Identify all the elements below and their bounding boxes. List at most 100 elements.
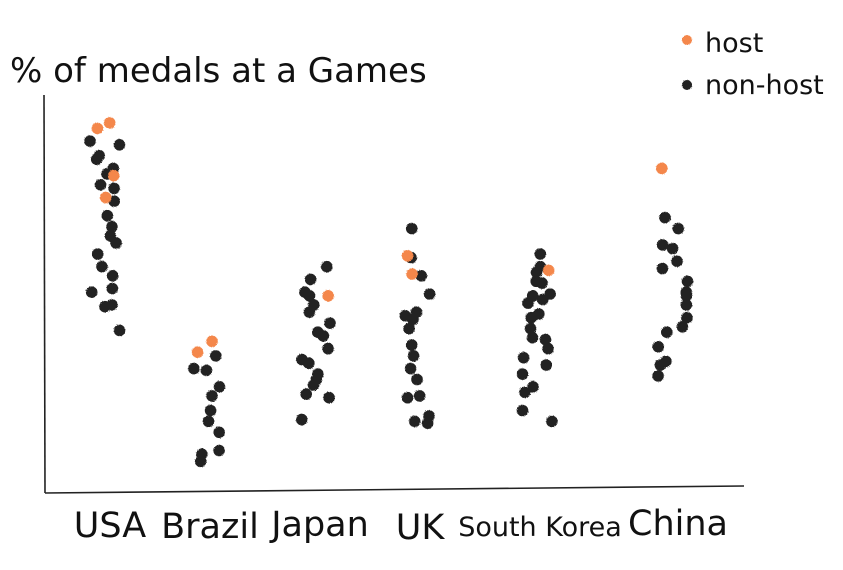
non-host-point-china bbox=[652, 340, 665, 353]
non-host-point-japan bbox=[304, 273, 317, 286]
non-host-point-usa bbox=[106, 269, 119, 282]
host-point-usa bbox=[99, 191, 112, 204]
non-host-point-brazil bbox=[213, 380, 226, 393]
legend: host non-host bbox=[682, 28, 824, 101]
non-host-point-brazil bbox=[188, 362, 200, 375]
non-host-point-japan bbox=[295, 413, 308, 426]
non-host-point-uk bbox=[411, 373, 423, 386]
non-host-point-brazil bbox=[210, 350, 222, 362]
non-host-point-japan bbox=[324, 317, 336, 329]
non-host-point-china bbox=[654, 359, 667, 371]
non-host-point-uk bbox=[401, 391, 414, 404]
non-host-point-usa bbox=[91, 248, 104, 260]
non-host-point-usa bbox=[90, 153, 103, 166]
non-host-point-japan bbox=[303, 306, 316, 318]
non-host-point-brazil bbox=[200, 364, 213, 377]
non-host-point-china bbox=[676, 320, 689, 333]
host-point-brazil bbox=[206, 335, 218, 348]
non-host-point-uk bbox=[403, 322, 415, 335]
non-host-point-china bbox=[671, 255, 683, 267]
non-host-point-china bbox=[666, 242, 679, 255]
non-host-point-usa bbox=[99, 300, 111, 313]
non-host-point-south-korea bbox=[540, 359, 552, 371]
host-point-usa bbox=[91, 122, 104, 135]
non-host-point-japan bbox=[320, 260, 333, 273]
non-host-point-brazil bbox=[213, 426, 225, 439]
non-host-point-china bbox=[680, 299, 693, 311]
host-point-usa bbox=[103, 117, 116, 129]
x-tick-usa: USA bbox=[74, 506, 146, 546]
non-host-point-usa bbox=[94, 179, 107, 191]
host-point-uk bbox=[401, 250, 414, 262]
x-tick-uk: UK bbox=[396, 508, 446, 548]
non-host-point-usa bbox=[113, 324, 126, 337]
non-host-point-brazil bbox=[213, 444, 225, 457]
non-host-point-south-korea bbox=[517, 351, 530, 364]
non-host-point-uk bbox=[421, 417, 434, 429]
non-host-point-uk bbox=[405, 339, 418, 351]
non-host-point-uk bbox=[405, 222, 418, 235]
legend-host-marker bbox=[682, 35, 692, 45]
x-tick-south-korea: South Korea bbox=[458, 512, 622, 543]
non-host-point-japan bbox=[322, 342, 334, 355]
non-host-point-south-korea bbox=[536, 293, 549, 306]
non-host-point-usa bbox=[113, 139, 126, 151]
non-host-point-uk bbox=[423, 288, 436, 300]
non-host-point-south-korea bbox=[519, 386, 531, 399]
non-host-point-south-korea bbox=[525, 311, 537, 324]
non-host-point-japan bbox=[317, 330, 330, 342]
host-point-usa bbox=[107, 169, 120, 182]
x-tick-brazil: Brazil bbox=[161, 507, 259, 547]
non-host-point-japan bbox=[300, 388, 312, 400]
non-host-point-south-korea bbox=[534, 248, 547, 260]
non-host-point-brazil bbox=[206, 390, 218, 402]
non-host-point-brazil bbox=[194, 455, 207, 468]
x-tick-china: China bbox=[628, 504, 728, 544]
host-point-uk bbox=[406, 268, 418, 280]
non-host-point-china bbox=[681, 275, 694, 288]
non-host-point-china bbox=[660, 326, 673, 338]
non-host-point-south-korea bbox=[516, 368, 529, 380]
y-axis-label: % of medals at a Games bbox=[10, 51, 427, 91]
data-points bbox=[84, 117, 694, 468]
non-host-point-brazil bbox=[204, 404, 217, 417]
non-host-point-china bbox=[672, 222, 684, 235]
non-host-point-south-korea bbox=[522, 297, 534, 309]
non-host-point-uk bbox=[408, 415, 421, 428]
non-host-point-uk bbox=[415, 269, 428, 282]
x-tick-japan: Japan bbox=[269, 505, 369, 545]
non-host-point-china bbox=[656, 239, 669, 251]
non-host-point-japan bbox=[302, 357, 315, 369]
non-host-point-brazil bbox=[202, 415, 215, 428]
non-host-point-south-korea bbox=[527, 380, 539, 393]
non-host-point-japan bbox=[323, 391, 335, 404]
non-host-point-uk bbox=[404, 362, 417, 375]
non-host-point-china bbox=[659, 211, 671, 224]
non-host-point-uk bbox=[413, 390, 426, 402]
legend-host-label: host bbox=[705, 28, 763, 59]
host-point-brazil bbox=[191, 346, 204, 358]
non-host-point-usa bbox=[84, 135, 96, 147]
x-tick-labels: USA Brazil Japan UK South Korea China bbox=[74, 504, 728, 548]
non-host-point-usa bbox=[101, 209, 114, 222]
non-host-point-china bbox=[656, 262, 669, 275]
x-axis bbox=[44, 485, 745, 494]
non-host-point-south-korea bbox=[516, 404, 529, 417]
host-point-china bbox=[655, 162, 668, 175]
non-host-point-usa bbox=[106, 282, 119, 295]
non-host-point-south-korea bbox=[542, 342, 554, 355]
non-host-point-south-korea bbox=[526, 331, 539, 344]
non-host-point-uk bbox=[407, 350, 420, 362]
non-host-point-south-korea bbox=[546, 415, 558, 428]
non-host-point-china bbox=[681, 311, 693, 324]
non-host-point-usa bbox=[85, 286, 98, 298]
non-host-point-china bbox=[652, 370, 664, 382]
y-axis bbox=[43, 94, 46, 494]
legend-non-host-label: non-host bbox=[705, 70, 824, 101]
non-host-point-usa bbox=[96, 260, 108, 273]
non-host-point-south-korea bbox=[536, 277, 548, 289]
host-point-south-korea bbox=[542, 264, 555, 277]
non-host-point-usa bbox=[110, 237, 122, 249]
non-host-point-usa bbox=[108, 182, 120, 195]
